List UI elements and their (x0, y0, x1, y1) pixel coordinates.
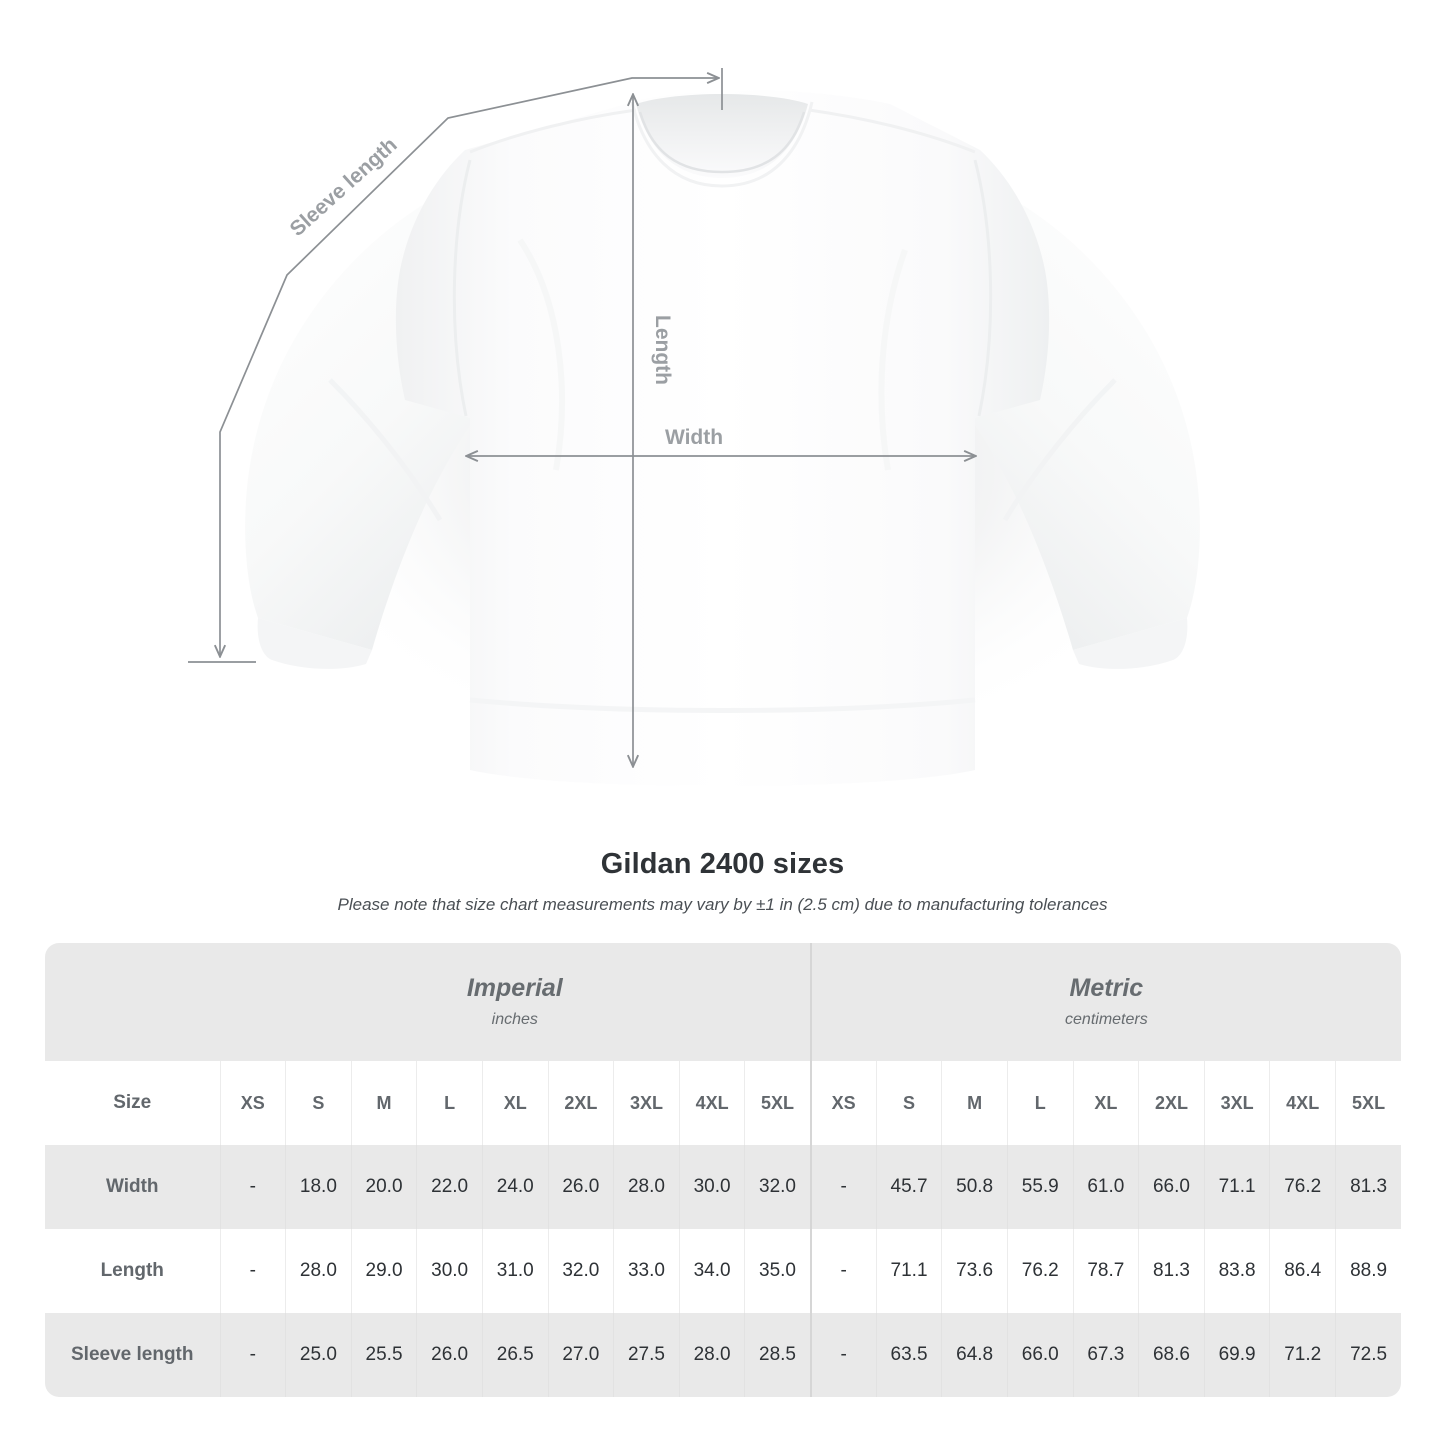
table-row: Sleeve length -25.0 25.5 26.0 26.5 27.0 27.5 28… (45, 1313, 1401, 1397)
cell-sleeve-length-imperial-5xl: 28.5 (744, 1313, 811, 1397)
cell-sleeve-length-metric-xs: - (809, 1313, 877, 1397)
cell-length-imperial-3xl: 33.0 (613, 1229, 680, 1313)
cell-sleeve-length-imperial-3xl: 27.5 (613, 1313, 680, 1397)
size-header-imperial-2xl: 2XL (547, 1061, 614, 1145)
cell-sleeve-length-metric-3xl: 69.9 (1203, 1313, 1270, 1397)
cell-length-metric-4xl: 86.4 (1269, 1229, 1336, 1313)
size-header-row: Size XS S M L XL 2XL 3XL 4XL 5XL XS S M L XL 2XL 3XL 4XL 5… (45, 1061, 1401, 1145)
cell-length-imperial-m: 29.0 (350, 1229, 417, 1313)
cell-length-imperial-5xl: 35.0 (744, 1229, 811, 1313)
cell-length-imperial-2xl: 32.0 (547, 1229, 614, 1313)
unit-name: Imperial (466, 973, 563, 1002)
size-header-imperial-l: L (416, 1061, 483, 1145)
cell-sleeve-length-metric-5xl: 72.5 (1334, 1313, 1401, 1397)
cell-length-metric-5xl: 88.9 (1334, 1229, 1401, 1313)
cell-length-metric-3xl: 83.8 (1203, 1229, 1270, 1313)
size-header-metric-2xl: 2XL (1138, 1061, 1205, 1145)
cell-width-imperial-l: 22.0 (416, 1145, 483, 1229)
cell-width-metric-3xl: 71.1 (1203, 1145, 1270, 1229)
cell-width-metric-s: 45.7 (875, 1145, 942, 1229)
size-header-imperial-xs: XS (219, 1061, 286, 1145)
cell-width-imperial-xl: 24.0 (481, 1145, 549, 1229)
cell-sleeve-length-imperial-m: 25.5 (350, 1313, 417, 1397)
cell-width-metric-l: 55.9 (1006, 1145, 1074, 1229)
unit-section-imperial: Imperial inches (220, 943, 811, 1061)
row-label-length: Length (45, 1229, 220, 1313)
row-label-sleeve-length: Sleeve length (45, 1313, 220, 1397)
size-table-wrapper: Imperial inches Metric centimeters Size XS S M L… (45, 943, 1401, 1397)
cell-sleeve-length-metric-xl: 67.3 (1072, 1313, 1139, 1397)
cell-width-imperial-xs: - (219, 1145, 286, 1229)
cell-length-imperial-xs: - (219, 1229, 286, 1313)
cell-sleeve-length-imperial-xl: 26.5 (481, 1313, 549, 1397)
unit-subtitle: inches (491, 1011, 538, 1029)
unit-banner-spacer (45, 943, 220, 1061)
size-header-imperial-5xl: 5XL (744, 1061, 811, 1145)
cell-length-metric-l: 76.2 (1006, 1229, 1074, 1313)
cell-length-metric-s: 71.1 (875, 1229, 942, 1313)
cell-width-imperial-2xl: 26.0 (547, 1145, 614, 1229)
size-header-label: Size (45, 1061, 220, 1145)
cell-width-metric-m: 50.8 (941, 1145, 1008, 1229)
unit-name: Metric (1069, 973, 1144, 1002)
cell-length-metric-xs: - (809, 1229, 877, 1313)
cell-length-imperial-4xl: 34.0 (678, 1229, 745, 1313)
cell-width-imperial-s: 18.0 (285, 1145, 352, 1229)
cell-sleeve-length-metric-s: 63.5 (875, 1313, 942, 1397)
cell-width-metric-2xl: 66.0 (1138, 1145, 1205, 1229)
cell-length-imperial-l: 30.0 (416, 1229, 483, 1313)
cell-sleeve-length-metric-2xl: 68.6 (1138, 1313, 1205, 1397)
cell-sleeve-length-metric-l: 66.0 (1006, 1313, 1074, 1397)
cell-sleeve-length-imperial-s: 25.0 (285, 1313, 352, 1397)
size-header-imperial-s: S (285, 1061, 352, 1145)
size-header-metric-4xl: 4XL (1269, 1061, 1336, 1145)
cell-width-imperial-4xl: 30.0 (678, 1145, 745, 1229)
sleeve-length-line (220, 78, 718, 656)
cell-width-metric-xs: - (809, 1145, 877, 1229)
unit-banner-row: Imperial inches Metric centimeters (45, 943, 1401, 1061)
cell-width-imperial-3xl: 28.0 (613, 1145, 680, 1229)
cell-sleeve-length-metric-4xl: 71.2 (1269, 1313, 1336, 1397)
size-header-imperial-4xl: 4XL (678, 1061, 745, 1145)
size-header-imperial-xl: XL (481, 1061, 549, 1145)
cell-sleeve-length-metric-m: 64.8 (941, 1313, 1008, 1397)
length-label: Length (651, 315, 674, 385)
cell-width-metric-xl: 61.0 (1072, 1145, 1139, 1229)
cell-length-imperial-s: 28.0 (285, 1229, 352, 1313)
width-label: Width (665, 426, 723, 449)
page-title: Gildan 2400 sizes (600, 848, 845, 880)
cell-width-metric-5xl: 81.3 (1334, 1145, 1401, 1229)
measurement-annotations (188, 68, 975, 766)
size-header-metric-s: S (875, 1061, 942, 1145)
size-header-metric-5xl: 5XL (1334, 1061, 1401, 1145)
cell-width-metric-4xl: 76.2 (1269, 1145, 1336, 1229)
cell-width-imperial-m: 20.0 (350, 1145, 417, 1229)
size-table: Imperial inches Metric centimeters Size XS S M L… (45, 943, 1401, 1397)
table-row: Width -18.0 20.0 22.0 24.0 26.0 28.0 30.0 32.0-4… (45, 1145, 1401, 1229)
cell-length-imperial-xl: 31.0 (481, 1229, 549, 1313)
row-label-width: Width (45, 1145, 220, 1229)
cell-width-imperial-5xl: 32.0 (744, 1145, 811, 1229)
size-header-metric-m: M (941, 1061, 1008, 1145)
cell-sleeve-length-imperial-xs: - (219, 1313, 286, 1397)
size-header-imperial-3xl: 3XL (613, 1061, 680, 1145)
size-header-metric-3xl: 3XL (1203, 1061, 1270, 1145)
cell-length-metric-xl: 78.7 (1072, 1229, 1139, 1313)
size-header-imperial-m: M (350, 1061, 417, 1145)
size-header-metric-l: L (1006, 1061, 1074, 1145)
cell-length-metric-2xl: 81.3 (1138, 1229, 1205, 1313)
sleeve-length-label: Sleeve length (286, 133, 402, 241)
cell-sleeve-length-imperial-2xl: 27.0 (547, 1313, 614, 1397)
unit-subtitle: centimeters (1065, 1011, 1148, 1029)
size-header-metric-xs: XS (809, 1061, 877, 1145)
table-row: Length -28.0 29.0 30.0 31.0 32.0 33.0 34.0 35.0-… (45, 1229, 1401, 1313)
unit-section-metric: Metric centimeters (809, 943, 1401, 1061)
garment-illustration: Sleeve length Length Width (188, 68, 1205, 786)
cell-sleeve-length-imperial-l: 26.0 (416, 1313, 483, 1397)
cell-length-metric-m: 73.6 (941, 1229, 1008, 1313)
tolerance-note: Please note that size chart measurements… (337, 895, 1108, 914)
cell-sleeve-length-imperial-4xl: 28.0 (678, 1313, 745, 1397)
size-header-metric-xl: XL (1072, 1061, 1139, 1145)
